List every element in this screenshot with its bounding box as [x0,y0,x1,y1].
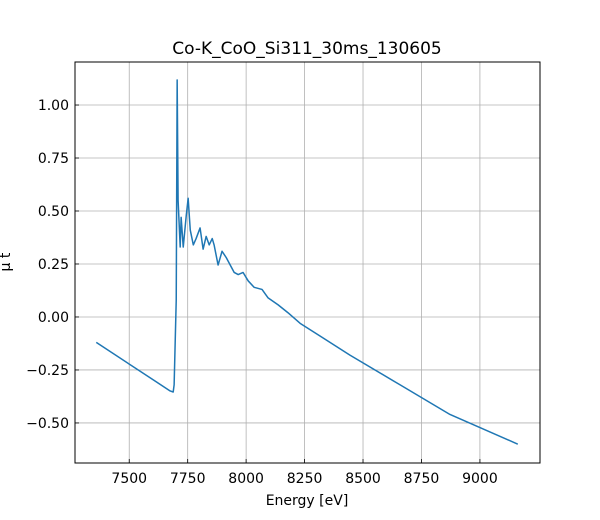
y-tick-label: −0.50 [26,416,69,432]
x-tick-label: 8000 [228,471,264,487]
data-line [95,79,519,445]
x-tick-label: 7500 [111,471,147,487]
x-tick-label: 8750 [404,471,440,487]
y-tick-label: 0.50 [38,204,69,220]
x-tick-label: 8250 [287,471,323,487]
y-tick-label: 0.00 [38,310,69,326]
y-tick-label: 0.75 [38,151,69,167]
plot-frame [74,61,541,464]
x-tick-label: 9000 [462,471,498,487]
x-tick-label: 8500 [345,471,381,487]
x-tick-label: 7750 [170,471,206,487]
y-tick-label: −0.25 [26,363,69,379]
y-tick-label: 0.25 [38,257,69,273]
y-tick-label: 1.00 [38,98,69,114]
x-axis-label: Energy [eV] [266,493,349,509]
chart-title: Co-K_CoO_Si311_30ms_130605 [172,39,441,59]
y-axis-label: μ t [0,252,14,271]
